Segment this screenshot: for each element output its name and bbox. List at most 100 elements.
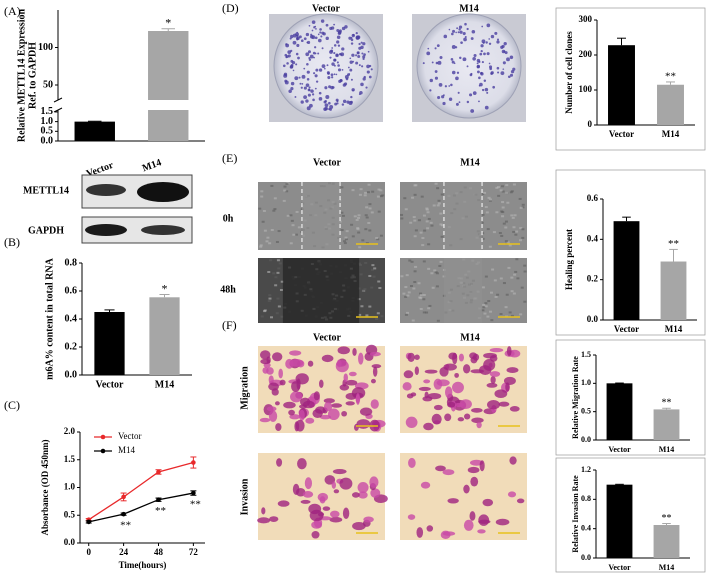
colony (325, 23, 329, 27)
colony (483, 52, 486, 56)
colony (500, 71, 505, 76)
colony (341, 69, 344, 71)
colony (477, 70, 480, 74)
cell (340, 229, 344, 232)
cell (285, 190, 289, 193)
stained-cell (418, 386, 431, 391)
colony (285, 56, 288, 59)
colony (355, 35, 360, 40)
colony (434, 76, 438, 80)
stained-cell (407, 352, 415, 362)
cell (375, 318, 379, 321)
x-tick-label: 24 (119, 547, 129, 557)
colony (448, 85, 451, 87)
cell (366, 191, 370, 194)
stained-cell (509, 406, 520, 412)
cell (268, 297, 272, 300)
cell (413, 184, 417, 187)
colony (459, 56, 462, 60)
colony (486, 91, 489, 94)
colony (285, 43, 288, 46)
stained-cell (275, 423, 282, 432)
stained-cell (331, 481, 337, 489)
cell (260, 315, 264, 318)
colony (347, 66, 350, 69)
x-tick-label: Vector (609, 129, 634, 139)
cell (357, 214, 361, 217)
stained-cell (311, 520, 323, 529)
cell (368, 305, 372, 308)
stained-cell (482, 498, 494, 507)
colony (333, 64, 336, 67)
stained-cell (458, 353, 464, 362)
colony (481, 88, 485, 92)
panel-label: (B) (4, 235, 20, 249)
blot-band-label: METTL14 (23, 185, 69, 196)
cell (280, 315, 284, 318)
x-tick-label: 72 (189, 547, 199, 557)
colony (429, 89, 432, 92)
cell (506, 241, 510, 244)
stained-cell (271, 388, 279, 396)
colony (479, 82, 483, 87)
colony (362, 57, 365, 61)
cell (358, 246, 362, 249)
cell (368, 207, 372, 210)
blot-band (85, 224, 127, 236)
colony (300, 100, 304, 104)
cell (291, 224, 295, 227)
y-tick-label: 100 (579, 84, 593, 94)
colony (355, 32, 358, 35)
colony (294, 96, 297, 98)
colony (426, 51, 431, 56)
cell (377, 210, 381, 213)
cell (481, 213, 485, 216)
y-axis-label: Healing percent (564, 229, 574, 290)
colony (350, 36, 353, 39)
colony (329, 26, 333, 31)
colony (358, 42, 361, 46)
cell (438, 264, 442, 267)
cell (487, 300, 491, 303)
stained-cell (324, 475, 336, 485)
cell (425, 207, 429, 210)
cell (435, 285, 439, 288)
cell (297, 226, 301, 229)
y-tick-label: 0.5 (581, 406, 591, 415)
panel-frame (555, 169, 706, 336)
colony (478, 100, 480, 103)
x-tick-label: Vector (614, 324, 639, 334)
stained-cell (257, 517, 271, 524)
colony (317, 38, 322, 43)
significance-label: ** (190, 499, 201, 511)
cell (413, 281, 417, 284)
stained-cell (358, 352, 364, 365)
stained-cell (489, 348, 504, 353)
cell (376, 195, 380, 198)
stained-cell (298, 409, 305, 421)
cell (493, 279, 497, 282)
colony (303, 95, 308, 100)
bar (149, 297, 180, 375)
colony (337, 44, 341, 47)
blot-lane-label: M14 (141, 157, 163, 174)
colony (336, 35, 341, 39)
stained-cell (268, 410, 278, 422)
cell (432, 204, 436, 207)
stained-cell (463, 519, 474, 531)
colony (331, 47, 334, 49)
bar (606, 383, 633, 440)
bar (606, 484, 633, 558)
cell (357, 231, 361, 234)
cell (516, 277, 520, 280)
colony (321, 47, 324, 50)
colony (292, 33, 297, 38)
colony (350, 95, 353, 99)
colony (355, 61, 359, 65)
cell (481, 309, 485, 312)
stained-cell (424, 391, 429, 399)
cell (483, 312, 487, 315)
stained-cell (277, 500, 290, 507)
colony (431, 61, 434, 64)
colony (328, 107, 331, 111)
